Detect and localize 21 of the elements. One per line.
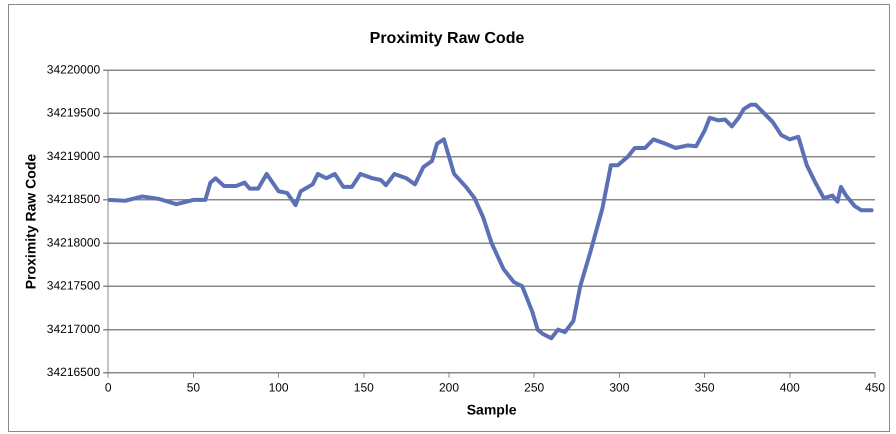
x-tick-label: 350 bbox=[694, 380, 715, 394]
x-tick-label: 250 bbox=[524, 380, 545, 394]
x-tick-label: 0 bbox=[104, 380, 112, 394]
y-tick-label: 34218000 bbox=[46, 235, 101, 250]
y-tick-label: 34219500 bbox=[46, 106, 101, 120]
y-tick-label: 34216500 bbox=[46, 365, 101, 380]
y-tick-label: 34220000 bbox=[46, 62, 101, 77]
y-tick-label: 34217500 bbox=[46, 278, 101, 293]
x-tick-label: 450 bbox=[864, 380, 886, 394]
x-tick-label: 150 bbox=[354, 380, 374, 394]
x-tick-label: 400 bbox=[780, 380, 800, 394]
x-axis-title: Sample bbox=[466, 401, 517, 418]
y-tick-label: 34217000 bbox=[46, 322, 101, 336]
y-axis-title: Proximity Raw Code bbox=[22, 154, 38, 290]
chart-title: Proximity Raw Code bbox=[370, 30, 524, 48]
x-tick-label: 300 bbox=[609, 380, 630, 394]
x-tick-label: 100 bbox=[268, 380, 289, 394]
x-tick-label: 50 bbox=[186, 380, 200, 394]
y-tick-label: 34218500 bbox=[46, 192, 101, 206]
y-tick-label: 34219000 bbox=[46, 148, 101, 163]
x-tick-label: 200 bbox=[438, 380, 460, 394]
